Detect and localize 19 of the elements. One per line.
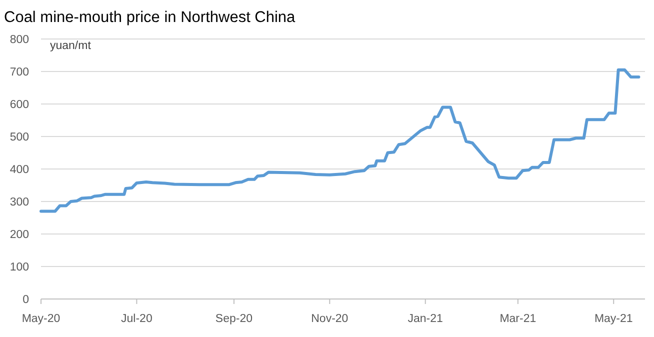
y-tick-label: 100 [10,262,29,274]
y-tick-label: 300 [10,196,29,209]
x-tick-label: Jul-20 [121,313,152,325]
x-tick-label: Nov-20 [311,313,348,325]
x-tick-label: Sep-20 [215,313,253,325]
y-tick-label: 800 [10,34,29,46]
y-tick-label: 700 [10,66,29,79]
x-tick-label: Mar-21 [500,313,536,325]
y-axis-title: yuan/mt [50,40,92,52]
x-tick-label: May-21 [594,313,633,325]
y-tick-label: 0 [22,294,29,306]
x-tick-label: May-20 [22,313,60,325]
chart-title: Coal mine-mouth price in Northwest China [4,9,296,26]
y-tick-label: 600 [10,99,29,112]
line-series [40,68,640,213]
y-tick-label: 500 [10,132,29,144]
x-tick-label: Jan-21 [408,313,443,325]
y-tick-label: 400 [10,164,29,176]
y-tick-label: 200 [10,229,29,242]
